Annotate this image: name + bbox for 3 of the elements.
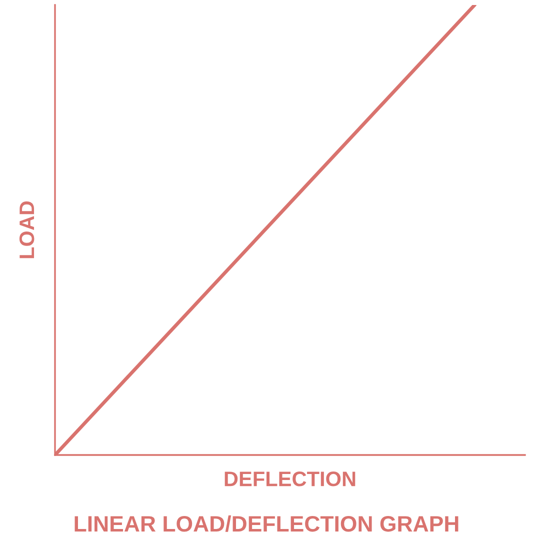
y-axis-title: LOAD <box>19 201 34 258</box>
x-axis-title: DEFLECTION <box>224 472 356 486</box>
text: LINEAR LOAD/DEFLECTION GRAPH <box>74 515 458 532</box>
